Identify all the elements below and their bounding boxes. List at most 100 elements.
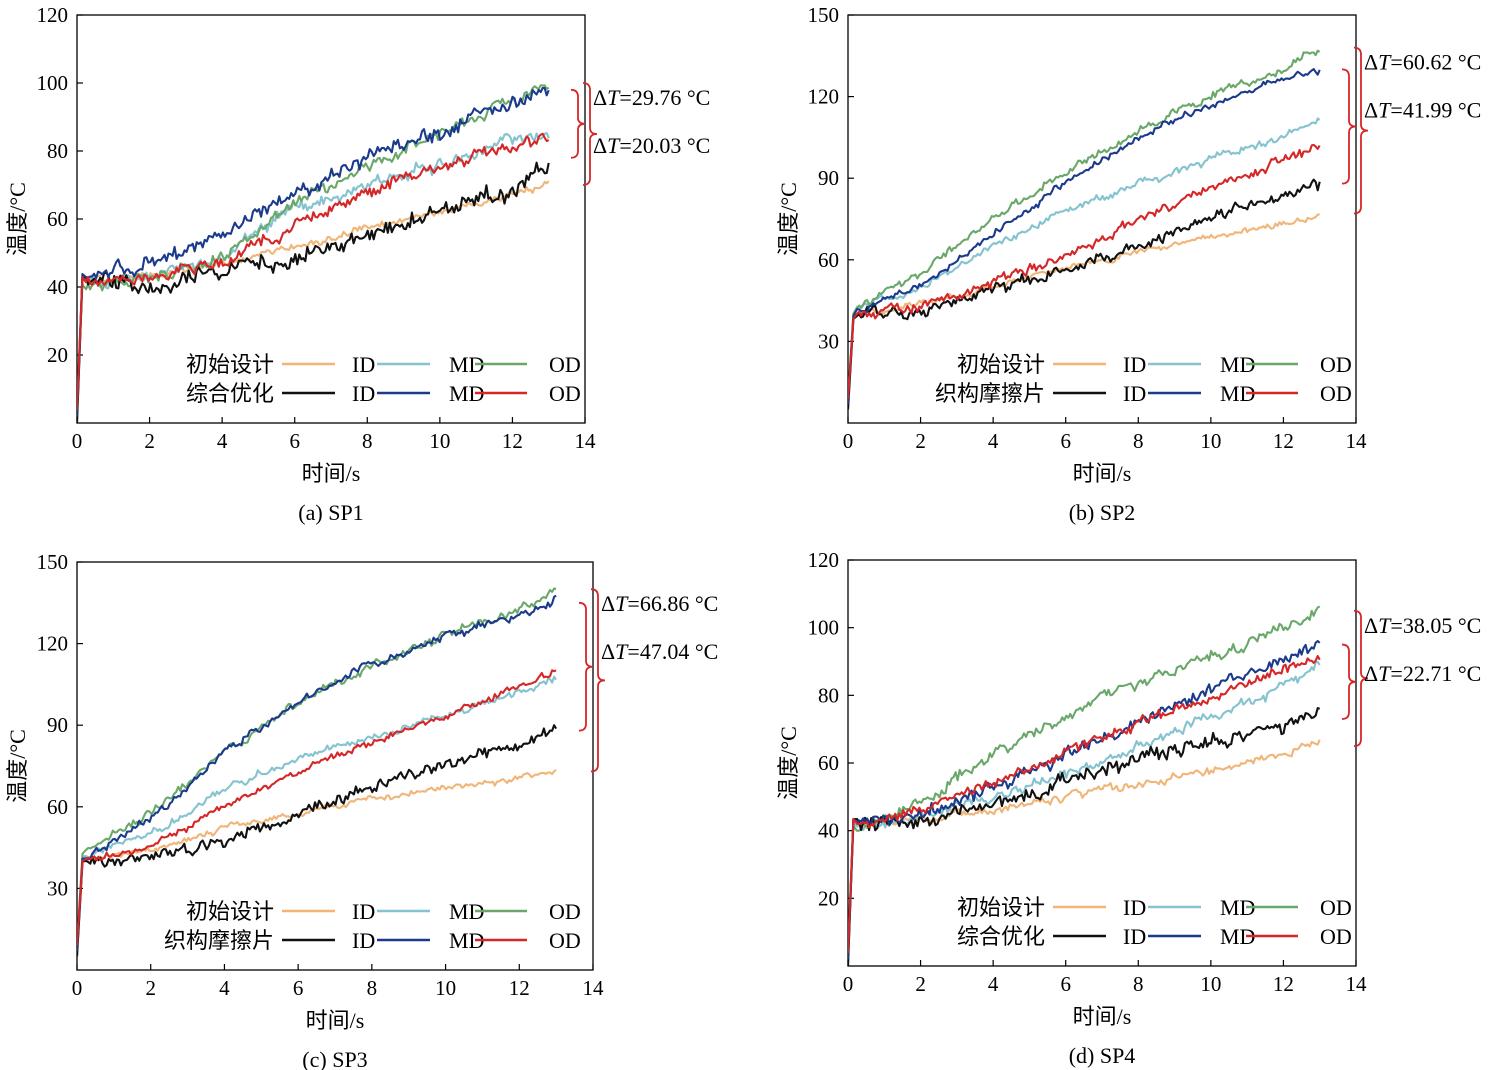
series-line-id-optimized — [848, 178, 1321, 410]
chart-panel-4: 0 2 4 6 8 10 12 14 20 40 60 80 100 120 时间/s 温度/°C (d) SP… — [776, 548, 1481, 1068]
y-tick-label: 100 — [37, 71, 69, 95]
series-line-id-optimized — [77, 161, 550, 423]
series-line-md-optimized — [77, 594, 557, 952]
legend-entry-label: OD — [1320, 352, 1352, 377]
series-line-md-optimized — [848, 639, 1321, 960]
series-line-id-initial — [77, 768, 557, 957]
chart-caption: (d) SP4 — [1069, 1043, 1136, 1068]
legend-row-label: 织构摩擦片 — [164, 928, 274, 953]
x-tick-label: 4 — [217, 429, 228, 453]
legend-entry-label: OD — [1320, 924, 1352, 949]
series-group — [848, 49, 1321, 410]
delta-t-label-small: ΔT=20.03 °C — [593, 133, 710, 158]
y-tick-label: 100 — [808, 616, 840, 640]
delta-t-label-small: ΔT=22.71 °C — [1364, 661, 1481, 686]
legend-entry-label: OD — [1320, 895, 1352, 920]
delta-t-bracket-small — [1341, 643, 1357, 720]
legend-row-label: 织构摩擦片 — [935, 381, 1045, 406]
x-tick-label: 10 — [1200, 972, 1221, 996]
delta-t-bracket-small — [570, 88, 586, 159]
y-tick-label: 60 — [818, 751, 839, 775]
series-line-od-initial — [848, 49, 1321, 399]
series-line-md-initial — [848, 117, 1321, 405]
x-tick-label: 14 — [1346, 429, 1368, 453]
y-tick-label: 150 — [808, 3, 840, 27]
plot-frame — [76, 561, 594, 971]
x-tick-label: 4 — [219, 976, 230, 1000]
delta-t-label-small: ΔT=47.04 °C — [601, 639, 718, 664]
legend-entry-label: ID — [1123, 895, 1146, 920]
legend-entry-label: OD — [549, 928, 581, 953]
series-line-od-optimized — [77, 669, 557, 946]
y-tick-label: 80 — [818, 683, 839, 707]
x-tick-label: 6 — [1060, 429, 1071, 453]
x-axis-label: 时间/s — [1073, 461, 1132, 486]
y-tick-label: 20 — [47, 343, 68, 367]
legend-entry-label: ID — [1123, 924, 1146, 949]
legend-entry-label: ID — [352, 352, 375, 377]
x-tick-label: 14 — [583, 976, 605, 1000]
legend-entry-label: ID — [352, 381, 375, 406]
x-tick-label: 12 — [1273, 972, 1294, 996]
chart-caption: (a) SP1 — [298, 500, 363, 525]
x-tick-label: 6 — [293, 976, 304, 1000]
x-tick-label: 12 — [1273, 429, 1294, 453]
x-tick-label: 8 — [362, 429, 373, 453]
legend-entry-label: OD — [549, 381, 581, 406]
x-tick-label: 10 — [429, 429, 450, 453]
x-tick-label: 8 — [367, 976, 378, 1000]
x-axis-label: 时间/s — [306, 1008, 365, 1033]
y-axis-label: 温度/°C — [5, 729, 30, 803]
legend-entry-label: OD — [549, 899, 581, 924]
series-group — [77, 587, 558, 957]
series-line-od-optimized — [848, 143, 1321, 399]
delta-t-bracket-small — [1341, 68, 1357, 185]
x-tick-label: 8 — [1133, 972, 1144, 996]
chart-panel-3: 0 2 4 6 8 10 12 14 30 60 90 120 150 时间/s 温度/°C (c) SP3 初… — [5, 550, 718, 1070]
y-axis-label: 温度/°C — [5, 182, 30, 256]
series-line-md-optimized — [77, 86, 550, 417]
x-axis-label: 时间/s — [302, 461, 361, 486]
legend-row-label: 初始设计 — [957, 352, 1045, 377]
y-axis-label: 温度/°C — [776, 726, 801, 800]
y-tick-label: 90 — [47, 713, 68, 737]
chart-caption: (b) SP2 — [1069, 500, 1136, 525]
x-tick-label: 10 — [1200, 429, 1221, 453]
legend-row-label: 综合优化 — [957, 924, 1045, 949]
series-line-od-initial — [77, 587, 557, 946]
y-tick-label: 60 — [47, 795, 68, 819]
delta-t-bracket-large — [1353, 609, 1369, 747]
delta-t-label-small: ΔT=41.99 °C — [1364, 98, 1481, 123]
x-tick-label: 4 — [988, 429, 999, 453]
y-tick-label: 120 — [37, 632, 69, 656]
plot-frame — [76, 14, 586, 424]
y-tick-label: 40 — [818, 819, 839, 843]
y-tick-label: 40 — [47, 275, 68, 299]
legend-entry-label: ID — [1123, 381, 1146, 406]
x-axis-label: 时间/s — [1073, 1004, 1132, 1029]
legend-entry-label: OD — [1320, 381, 1352, 406]
delta-t-bracket-large — [582, 82, 598, 186]
legend-entry-label: ID — [1123, 352, 1146, 377]
series-line-od-optimized — [77, 132, 550, 410]
chart-panel-2: 0 2 4 6 8 10 12 14 30 60 90 120 150 时间/s 温度/°C (b) SP2 初… — [776, 3, 1481, 525]
x-tick-label: 14 — [575, 429, 597, 453]
x-tick-label: 2 — [915, 429, 926, 453]
y-tick-label: 80 — [47, 139, 68, 163]
series-line-id-optimized — [848, 707, 1321, 966]
x-tick-label: 0 — [843, 429, 854, 453]
plot-frame — [847, 14, 1357, 424]
x-tick-label: 0 — [72, 976, 83, 1000]
x-tick-label: 14 — [1346, 972, 1368, 996]
y-tick-label: 30 — [818, 329, 839, 353]
series-line-id-optimized — [77, 724, 558, 957]
delta-t-bracket-large — [590, 588, 606, 773]
legend-row-label: 初始设计 — [186, 899, 274, 924]
y-tick-label: 60 — [818, 248, 839, 272]
y-tick-label: 60 — [47, 207, 68, 231]
